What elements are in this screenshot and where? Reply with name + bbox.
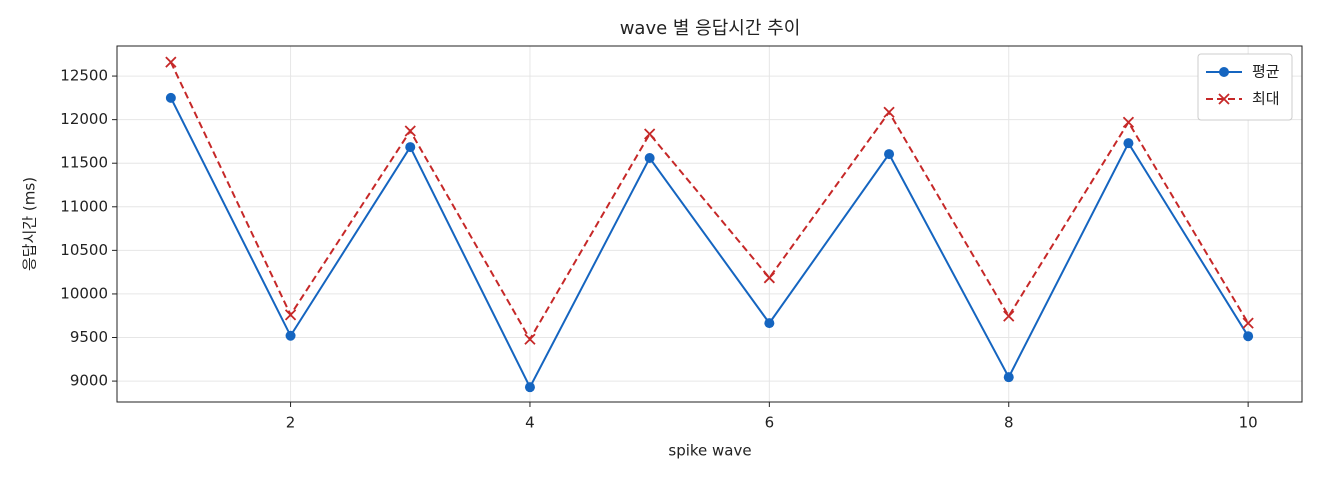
marker bbox=[165, 92, 176, 103]
marker bbox=[1219, 67, 1229, 77]
marker bbox=[644, 128, 656, 140]
y-tick-label: 12000 bbox=[60, 110, 108, 128]
marker bbox=[884, 149, 895, 160]
y-tick-label: 11000 bbox=[60, 197, 108, 215]
legend-label: 평균 bbox=[1252, 63, 1280, 81]
marker bbox=[285, 330, 296, 341]
y-tick-label: 9000 bbox=[70, 372, 108, 390]
x-tick-label: 6 bbox=[765, 414, 775, 432]
marker bbox=[405, 142, 416, 153]
marker bbox=[1003, 310, 1015, 322]
y-tick-label: 9500 bbox=[70, 328, 108, 346]
series-line bbox=[169, 97, 1249, 390]
marker bbox=[1123, 138, 1134, 149]
marker bbox=[1243, 331, 1254, 342]
x-tick-label: 4 bbox=[525, 414, 535, 432]
legend-label: 최대 bbox=[1252, 90, 1280, 108]
marker bbox=[1003, 372, 1014, 383]
marker bbox=[883, 106, 895, 118]
y-axis-label: 응답시간 (ms) bbox=[21, 177, 39, 271]
marker bbox=[1242, 317, 1254, 329]
y-tick-label: 12500 bbox=[60, 67, 108, 85]
marker bbox=[1218, 93, 1230, 105]
x-tick-label: 2 bbox=[286, 414, 296, 432]
marker bbox=[763, 272, 775, 284]
plot-frame bbox=[116, 45, 1303, 403]
marker bbox=[644, 152, 655, 163]
marker bbox=[764, 318, 775, 329]
x-tick-label: 10 bbox=[1239, 414, 1258, 432]
y-tick-label: 10000 bbox=[60, 284, 108, 302]
marker bbox=[165, 56, 177, 68]
marker bbox=[524, 382, 535, 393]
y-tick-label: 11500 bbox=[60, 154, 108, 172]
marker bbox=[1122, 116, 1135, 128]
chart-title: wave 별 응답시간 추이 bbox=[620, 18, 801, 39]
marker bbox=[404, 125, 416, 137]
y-tick-label: 10500 bbox=[60, 241, 108, 259]
x-tick-label: 8 bbox=[1004, 414, 1014, 432]
marker bbox=[524, 333, 536, 345]
marker bbox=[284, 309, 297, 321]
series-line bbox=[169, 61, 1249, 342]
x-axis-label: spike wave bbox=[668, 442, 751, 460]
